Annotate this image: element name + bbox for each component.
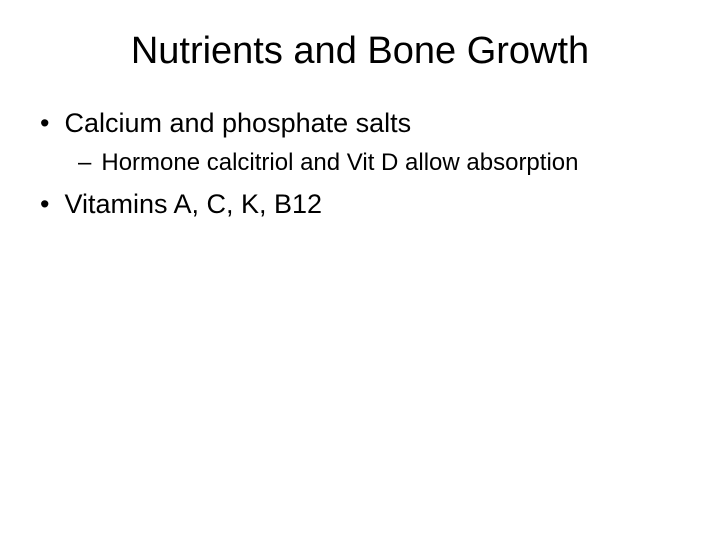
bullet-text: Vitamins A, C, K, B12 — [64, 189, 322, 220]
slide-title: Nutrients and Bone Growth — [30, 30, 690, 73]
list-item: Vitamins A, C, K, B12 — [40, 189, 690, 220]
bullet-list: Calcium and phosphate salts Hormone calc… — [30, 108, 690, 220]
bullet-text: Calcium and phosphate salts — [64, 108, 411, 139]
sub-bullet-text: Hormone calcitriol and Vit D allow absor… — [101, 149, 578, 177]
list-item: Calcium and phosphate salts — [40, 108, 690, 139]
sub-list-container: Hormone calcitriol and Vit D allow absor… — [40, 149, 690, 177]
sub-list-item: Hormone calcitriol and Vit D allow absor… — [78, 149, 690, 177]
